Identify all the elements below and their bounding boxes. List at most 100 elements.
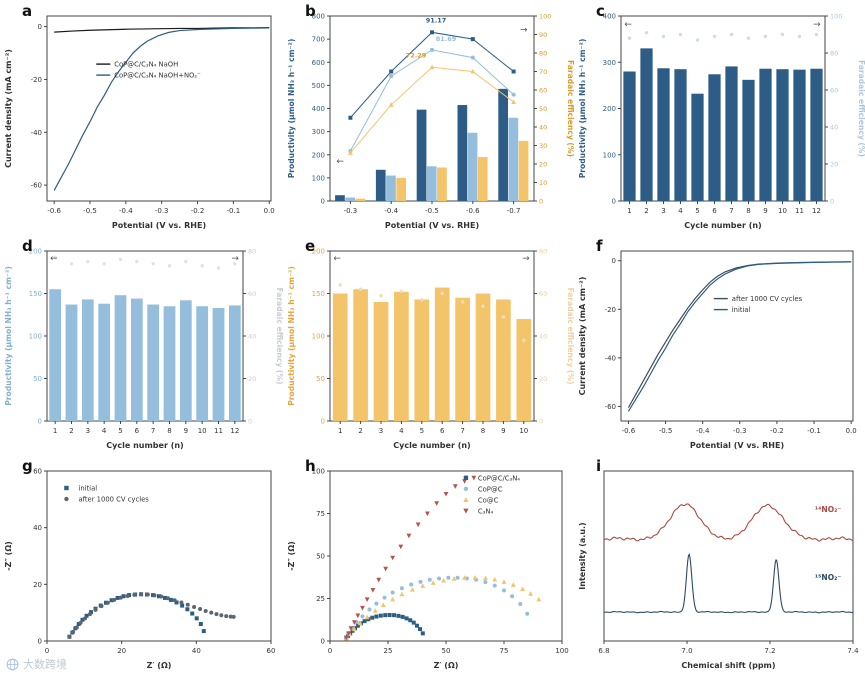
svg-text:100: 100 (539, 13, 551, 21)
svg-text:300: 300 (312, 128, 325, 136)
svg-text:81.69: 81.69 (436, 35, 457, 43)
svg-text:initial: initial (732, 306, 751, 314)
svg-text:0.0: 0.0 (846, 427, 857, 435)
nmr-chart-i: 6.8 7.0 7.2 7.4 Chemical shift (ppm) Intensit… (578, 470, 859, 670)
panel-label-e: e (305, 237, 316, 255)
svg-text:CoP@C/C₃N₄: CoP@C/C₃N₄ (478, 474, 520, 482)
svg-text:-60: -60 (31, 182, 42, 190)
svg-text:Faradaic efficiency (%): Faradaic efficiency (%) (275, 288, 283, 385)
panel-label-a: a (22, 2, 33, 20)
svg-text:CoP@C/C₃N₄ NaOH+NO₂⁻: CoP@C/C₃N₄ NaOH+NO₂⁻ (114, 72, 201, 80)
svg-text:CoP@C: CoP@C (478, 485, 503, 493)
svg-text:-Z″ (Ω): -Z″ (Ω) (287, 541, 296, 571)
watermark: 大数跨境 (6, 656, 67, 672)
svg-text:-Z″ (Ω): -Z″ (Ω) (4, 541, 13, 571)
svg-text:Potential (V vs. RHE): Potential (V vs. RHE) (112, 221, 206, 230)
svg-text:91.17: 91.17 (426, 16, 447, 24)
svg-text:-0.5: -0.5 (83, 207, 97, 215)
svg-text:Intensity (a.u.): Intensity (a.u.) (578, 522, 587, 589)
svg-text:Current density (mA cm⁻²): Current density (mA cm⁻²) (4, 49, 13, 168)
svg-text:3: 3 (661, 207, 665, 215)
svg-text:-0.5: -0.5 (659, 427, 673, 435)
svg-text:-0.2: -0.2 (191, 207, 205, 215)
svg-text:10: 10 (778, 207, 787, 215)
svg-text:1: 1 (338, 427, 342, 435)
svg-text:-0.6: -0.6 (47, 207, 61, 215)
svg-text:-0.4: -0.4 (384, 207, 398, 215)
svg-text:0: 0 (38, 418, 42, 426)
svg-text:3: 3 (379, 427, 383, 435)
svg-text:4: 4 (678, 207, 683, 215)
panel-label-f: f (596, 237, 603, 255)
panel-a: a -0.6 -0.5 -0.4 -0.3 -0.2 -0.1 0.0 0 -20 -40 -60 P… (0, 0, 283, 235)
svg-text:0: 0 (321, 638, 325, 646)
svg-text:initial: initial (78, 485, 97, 493)
svg-text:2: 2 (358, 427, 362, 435)
panel-b: b -0.3 -0.4 -0.5 -0.6 -0.7 0 100 200 300 400 500 60… (283, 0, 574, 235)
svg-text:9: 9 (184, 427, 188, 435)
panel-d: d 1 2 3 4 5 6 7 8 9 10 11 12 0 50 100 150 200 0 20 40 60 80 ← →… (0, 235, 283, 455)
svg-text:40: 40 (33, 524, 42, 532)
nyquist-chart-h: 0 25 50 75 100 0 25 50 75 100 Z′ (Ω) -Z″ (Ω) CoP@C/C… (287, 468, 569, 671)
svg-text:0: 0 (321, 198, 325, 206)
svg-text:7: 7 (460, 427, 464, 435)
svg-text:←: ← (336, 157, 344, 167)
svg-text:20: 20 (248, 375, 256, 383)
svg-text:200: 200 (603, 105, 616, 113)
svg-text:-0.4: -0.4 (119, 207, 133, 215)
svg-text:10: 10 (539, 179, 547, 187)
svg-text:200: 200 (29, 248, 42, 256)
svg-text:400: 400 (603, 13, 616, 21)
svg-text:Potential (V vs. RHE): Potential (V vs. RHE) (690, 441, 784, 450)
svg-text:60: 60 (33, 468, 42, 476)
svg-text:-0.7: -0.7 (507, 207, 521, 215)
svg-text:Productivity (μmol NH₃ h⁻¹ cm⁻: Productivity (μmol NH₃ h⁻¹ cm⁻²) (4, 266, 13, 406)
svg-text:75: 75 (500, 647, 509, 655)
panel-c: c 1 2 3 4 5 6 7 8 9 10 11 12 0 100 200 300 400 0 20 40 60 80 1… (574, 0, 865, 235)
svg-text:0: 0 (38, 638, 42, 646)
svg-text:1: 1 (53, 427, 57, 435)
globe-icon (6, 658, 19, 670)
lsv-chart-a: -0.6 -0.5 -0.4 -0.3 -0.2 -0.1 0.0 0 -20 -40 -60 Pot… (4, 15, 275, 230)
svg-text:→: → (813, 20, 821, 30)
panel-label-h: h (305, 457, 316, 475)
svg-text:0: 0 (612, 257, 616, 265)
svg-text:¹⁵NO₂⁻: ¹⁵NO₂⁻ (815, 573, 842, 582)
svg-text:-0.1: -0.1 (227, 207, 241, 215)
cycle-stability-chart-c: 1 2 3 4 5 6 7 8 9 10 11 120100200300400020406080100… (578, 13, 865, 231)
svg-text:Productivity (μmol NH₃ h⁻¹ cm⁻: Productivity (μmol NH₃ h⁻¹ cm⁻²) (578, 39, 587, 179)
svg-text:11: 11 (795, 207, 804, 215)
svg-text:12: 12 (812, 207, 821, 215)
svg-text:-0.4: -0.4 (696, 427, 710, 435)
svg-text:60: 60 (830, 87, 838, 95)
panel-label-b: b (305, 2, 316, 20)
svg-text:40: 40 (248, 333, 256, 341)
svg-text:60: 60 (267, 647, 276, 655)
svg-text:100: 100 (29, 333, 42, 341)
svg-text:25: 25 (384, 647, 393, 655)
svg-text:6.8: 6.8 (598, 647, 609, 655)
svg-text:8: 8 (746, 207, 750, 215)
watermark-text: 大数跨境 (23, 658, 67, 671)
svg-text:200: 200 (312, 151, 325, 159)
svg-text:700: 700 (312, 36, 325, 44)
svg-text:40: 40 (192, 647, 201, 655)
svg-text:0: 0 (45, 647, 49, 655)
svg-text:4: 4 (102, 427, 107, 435)
svg-text:100: 100 (312, 468, 325, 476)
svg-text:300: 300 (603, 59, 616, 67)
svg-text:800: 800 (312, 13, 325, 21)
svg-text:80: 80 (248, 248, 256, 256)
svg-text:9: 9 (763, 207, 767, 215)
svg-text:Faradaic efficiency (%): Faradaic efficiency (%) (857, 60, 865, 157)
svg-text:100: 100 (830, 13, 842, 21)
svg-text:9: 9 (501, 427, 505, 435)
svg-text:0: 0 (830, 198, 834, 206)
svg-text:7.0: 7.0 (681, 647, 692, 655)
svg-text:3: 3 (86, 427, 90, 435)
svg-text:20: 20 (117, 647, 126, 655)
svg-text:5: 5 (420, 427, 424, 435)
svg-text:5: 5 (695, 207, 699, 215)
svg-text:100: 100 (555, 647, 568, 655)
